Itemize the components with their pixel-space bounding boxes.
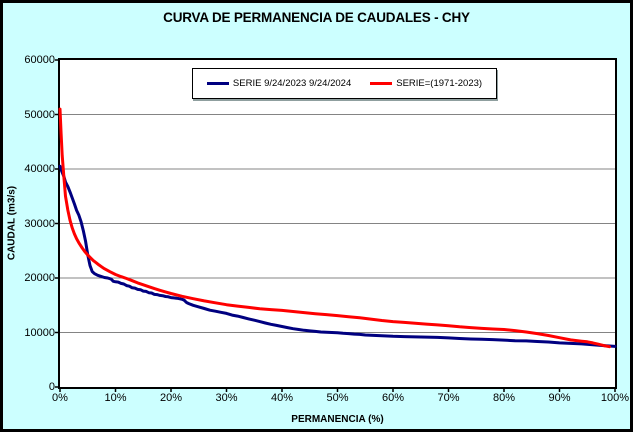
x-tick-label: 40%: [270, 392, 294, 404]
chart-title: CURVA DE PERMANENCIA DE CAUDALES - CHY: [163, 10, 470, 25]
legend-item-serie-2023-2024: SERIE 9/24/2023 9/24/2024: [206, 78, 352, 89]
plot-area: [55, 58, 617, 392]
x-tick-label: 0%: [52, 392, 68, 404]
legend-line-swatch-red: [370, 82, 393, 85]
y-tick-label: 20000: [24, 272, 55, 284]
x-tick-label: 70%: [437, 392, 460, 404]
x-tick-label: 100%: [600, 392, 630, 404]
y-tick-label: 60000: [24, 54, 55, 66]
x-tick-label: 50%: [326, 392, 349, 404]
legend: SERIE 9/24/2023 9/24/2024 SERIE=(1971-20…: [192, 68, 497, 99]
x-axis-title: PERMANENCIA (%): [291, 414, 384, 425]
legend-item-serie-1971-2023: SERIE=(1971-2023): [370, 78, 482, 89]
x-tick-label: 60%: [381, 392, 405, 404]
y-tick-label: 0: [48, 381, 55, 393]
legend-line-swatch-blue: [206, 82, 229, 85]
plot-svg: [55, 59, 617, 392]
y-axis-title: CAUDAL (m3/s): [6, 185, 18, 261]
legend-label: SERIE 9/24/2023 9/24/2024: [232, 78, 352, 89]
y-tick-label: 50000: [24, 108, 55, 121]
legend-label: SERIE=(1971-2023): [396, 78, 483, 89]
x-tick-label: 20%: [159, 392, 183, 404]
x-tick-label: 90%: [548, 392, 571, 404]
x-tick-label: 80%: [492, 392, 516, 404]
x-tick-label: 10%: [104, 392, 127, 404]
y-tick-label: 10000: [24, 326, 55, 339]
y-tick-label: 40000: [24, 163, 55, 175]
x-tick-label: 30%: [215, 392, 238, 404]
y-tick-label: 30000: [24, 217, 55, 230]
